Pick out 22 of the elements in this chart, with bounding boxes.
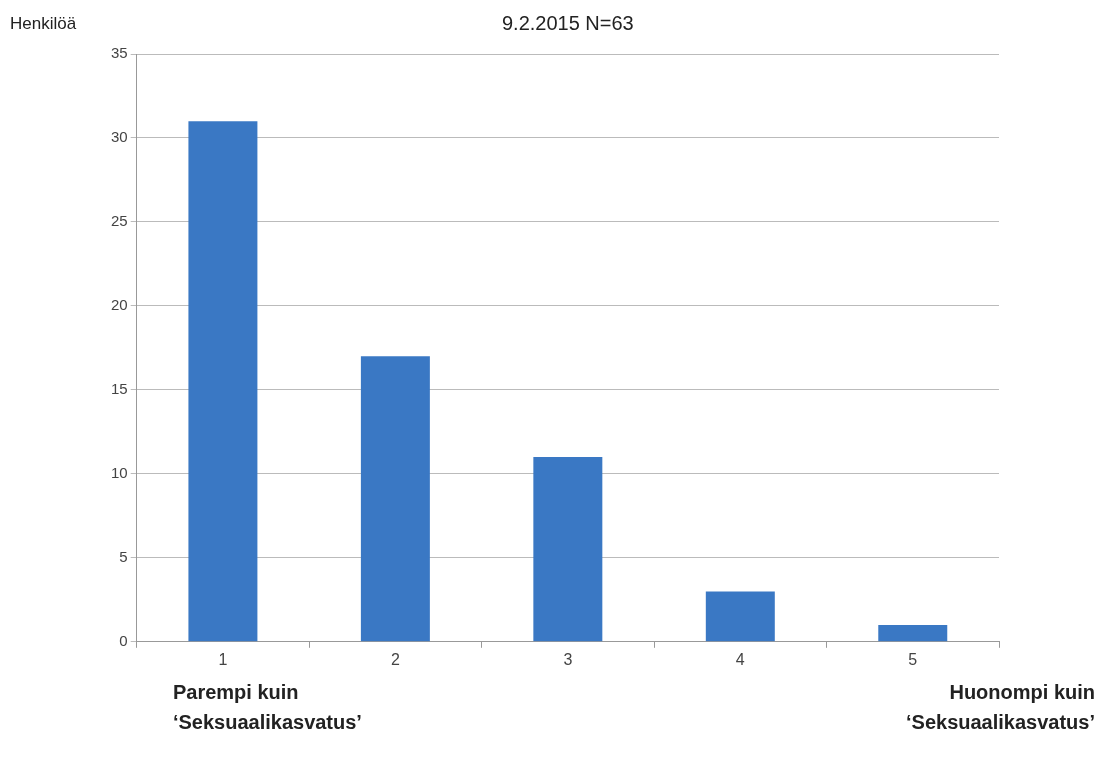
x-tick-label: 5	[908, 650, 918, 668]
y-tick-label: 35	[111, 44, 128, 62]
x-tick-label: 1	[218, 650, 228, 668]
y-tick-label: 20	[111, 296, 128, 314]
bar	[360, 356, 430, 642]
text: Parempi kuin ‘Seksuaalikasvatus’	[172, 681, 362, 734]
bar	[878, 625, 948, 642]
y-tick-label: 10	[111, 464, 128, 481]
y-tick-label: 15	[111, 380, 128, 398]
bar	[188, 121, 258, 642]
bar	[705, 591, 775, 642]
x-tick-label: 3	[563, 650, 573, 668]
x-tick-label: 2	[390, 650, 400, 668]
bar	[533, 457, 603, 642]
chart-title: 9.2.2015 N=63	[501, 11, 634, 34]
x-tick-label: 4	[735, 650, 745, 668]
y-tick-label: 30	[111, 128, 128, 146]
y-tick-label: 5	[119, 547, 128, 565]
y-tick-label: 0	[119, 631, 128, 649]
y-axis-title: Henkilöä	[10, 13, 77, 33]
text: Huonompi kuin ‘Seksuaalikasvatus’	[905, 681, 1095, 734]
y-tick-label: 25	[111, 212, 128, 230]
